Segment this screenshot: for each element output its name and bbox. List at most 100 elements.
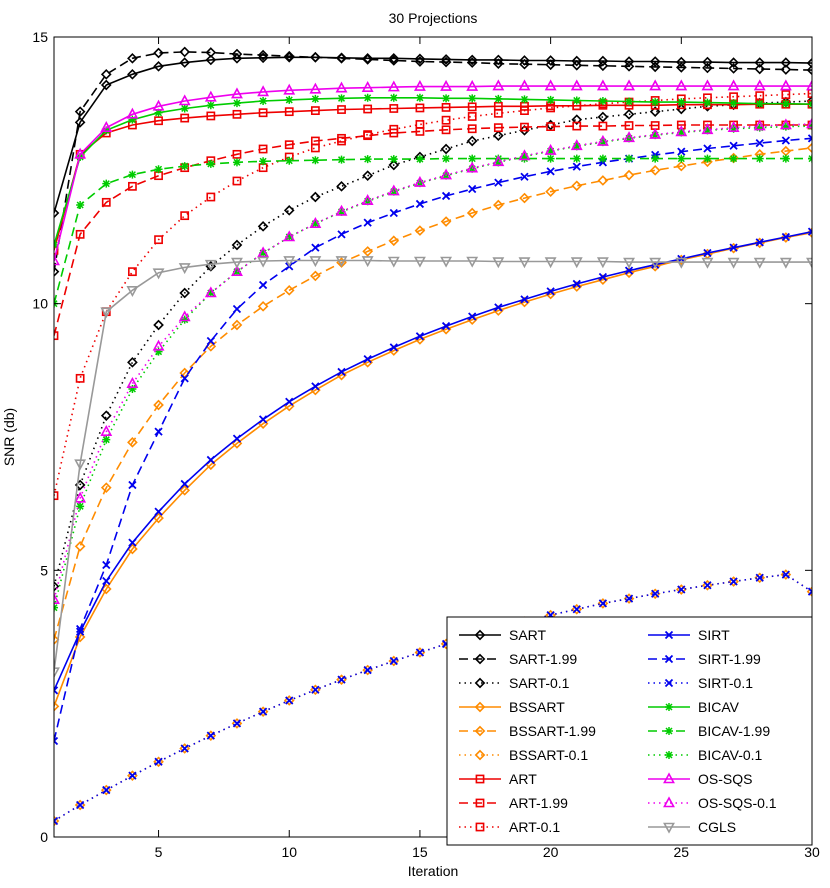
data-point-art-0-1: [363, 130, 373, 139]
data-point-bicav-1-99: [232, 158, 241, 167]
data-point-bicav-0-1: [128, 385, 137, 393]
data-point-os-sqs: [544, 79, 557, 91]
data-point-cgls: [413, 256, 426, 268]
data-point-sart-1-99: [466, 57, 478, 68]
data-point-art: [180, 113, 190, 123]
data-point-sirt: [624, 266, 634, 275]
data-point-bicav-1-99: [651, 154, 660, 163]
legend-label: BSSART-0.1: [509, 747, 588, 763]
data-point-bssart-1-99: [74, 541, 86, 552]
data-point-bssart-1-99: [388, 235, 400, 247]
data-point-os-sqs-0-1: [440, 168, 453, 180]
data-point-art-0-1: [546, 103, 556, 113]
data-point-sirt-1-99: [258, 280, 268, 290]
data-point-os-sqs-0-1: [335, 204, 348, 216]
data-point-art: [232, 109, 242, 119]
data-point-sart-0-1: [179, 287, 191, 299]
data-point-bicav-0-1: [755, 123, 764, 132]
data-point-os-sqs-0-1: [544, 143, 557, 155]
data-point-sirt-0-1: [729, 577, 738, 586]
data-point-bicav-0-1: [259, 249, 268, 257]
data-point-art-1-99: [520, 122, 529, 132]
data-point-sirt-0-1: [677, 585, 686, 594]
data-point-os-sqs: [204, 90, 217, 102]
data-point-bicav: [285, 95, 294, 104]
x-tick-label: 15: [412, 844, 428, 860]
y-axis-label: SNR (db): [1, 408, 17, 466]
data-point-sart: [806, 57, 812, 69]
data-point-art-1-99: [624, 121, 634, 130]
data-point-art-0-1: [493, 108, 503, 118]
data-point-art-1-99: [128, 181, 137, 191]
data-point-bicav: [389, 93, 398, 102]
series-sart-1-99: [54, 46, 812, 277]
data-point-art-1-99: [101, 197, 111, 207]
data-point-sart-1-99: [362, 54, 373, 65]
data-point-sirt-1-99: [232, 304, 242, 314]
data-point-bicav: [703, 98, 712, 107]
data-point-sart-1-99: [754, 63, 766, 75]
data-point-sirt-1-99: [54, 736, 59, 746]
data-point-sart-0-1: [100, 410, 112, 421]
data-point-sart-1-99: [623, 61, 635, 72]
data-point-sart: [754, 57, 766, 68]
data-point-bicav-1-99: [389, 155, 398, 164]
data-point-cgls: [779, 257, 792, 269]
data-point-sart-1-99: [54, 266, 60, 277]
data-point-cgls: [727, 257, 740, 269]
data-point-bicav: [415, 93, 424, 102]
legend-marker: [475, 822, 485, 832]
data-point-bicav: [128, 115, 137, 124]
data-point-bicav-1-99: [206, 159, 215, 168]
data-point-sart-0-1: [493, 130, 504, 141]
legend-entry-cgls: CGLS: [648, 819, 736, 835]
legend-entry-bssart: BSSART: [459, 699, 565, 715]
data-point-sirt-0-1: [102, 785, 111, 795]
data-point-os-sqs-0-1: [675, 125, 688, 137]
data-point-sirt-0-1: [755, 573, 764, 582]
legend-entry-sirt-1-99: SIRT-1.99: [648, 651, 761, 667]
data-point-sirt-1-99: [703, 144, 712, 153]
x-tick-label: 30: [804, 844, 820, 860]
legend-marker: [663, 822, 675, 834]
data-point-sirt-0-1: [415, 648, 425, 657]
series-cgls: [54, 256, 812, 679]
data-point-bicav: [337, 94, 346, 103]
data-point-sart-0-1: [597, 111, 609, 123]
data-point-sart: [597, 55, 609, 67]
data-point-sirt-1-99: [389, 208, 398, 218]
data-point-sart-0-1: [571, 114, 583, 125]
data-point-os-sqs-0-1: [623, 131, 635, 143]
data-point-sart-1-99: [493, 58, 504, 69]
x-tick-label: 10: [281, 844, 297, 860]
data-point-os-sqs: [727, 79, 740, 91]
data-point-art-0-1: [807, 89, 812, 98]
data-point-os-sqs-0-1: [152, 339, 165, 351]
data-point-sart-0-1: [153, 319, 164, 331]
data-point-os-sqs: [623, 79, 635, 91]
data-point-sart-0-1: [54, 581, 60, 592]
legend-label: BICAV-0.1: [698, 747, 763, 763]
data-point-sart-1-99: [780, 64, 792, 75]
data-point-sirt-1-99: [337, 230, 346, 239]
legend-label: CGLS: [698, 819, 736, 835]
data-point-sirt: [468, 312, 477, 321]
chart-title: 30 Projections: [389, 10, 478, 26]
data-point-sirt: [546, 287, 555, 296]
data-point-bssart-1-99: [571, 180, 583, 192]
data-point-os-sqs-0-1: [100, 424, 113, 436]
data-point-art-0-1: [755, 91, 765, 101]
data-point-sirt: [54, 686, 59, 695]
data-point-os-sqs-0-1: [387, 184, 400, 196]
data-point-sirt: [311, 382, 320, 391]
data-point-os-sqs-0-1: [492, 155, 505, 167]
data-point-art: [337, 105, 346, 114]
data-point-bssart-0-1: [597, 598, 609, 609]
data-point-sirt-1-99: [781, 136, 790, 145]
data-point-bicav-1-99: [729, 154, 738, 163]
legend-label: ART: [509, 771, 537, 787]
data-point-sart: [100, 79, 112, 91]
legend-entry-bicav: BICAV: [648, 699, 740, 715]
data-point-bicav-1-99: [285, 156, 294, 165]
data-point-bicav-0-1: [598, 138, 607, 147]
